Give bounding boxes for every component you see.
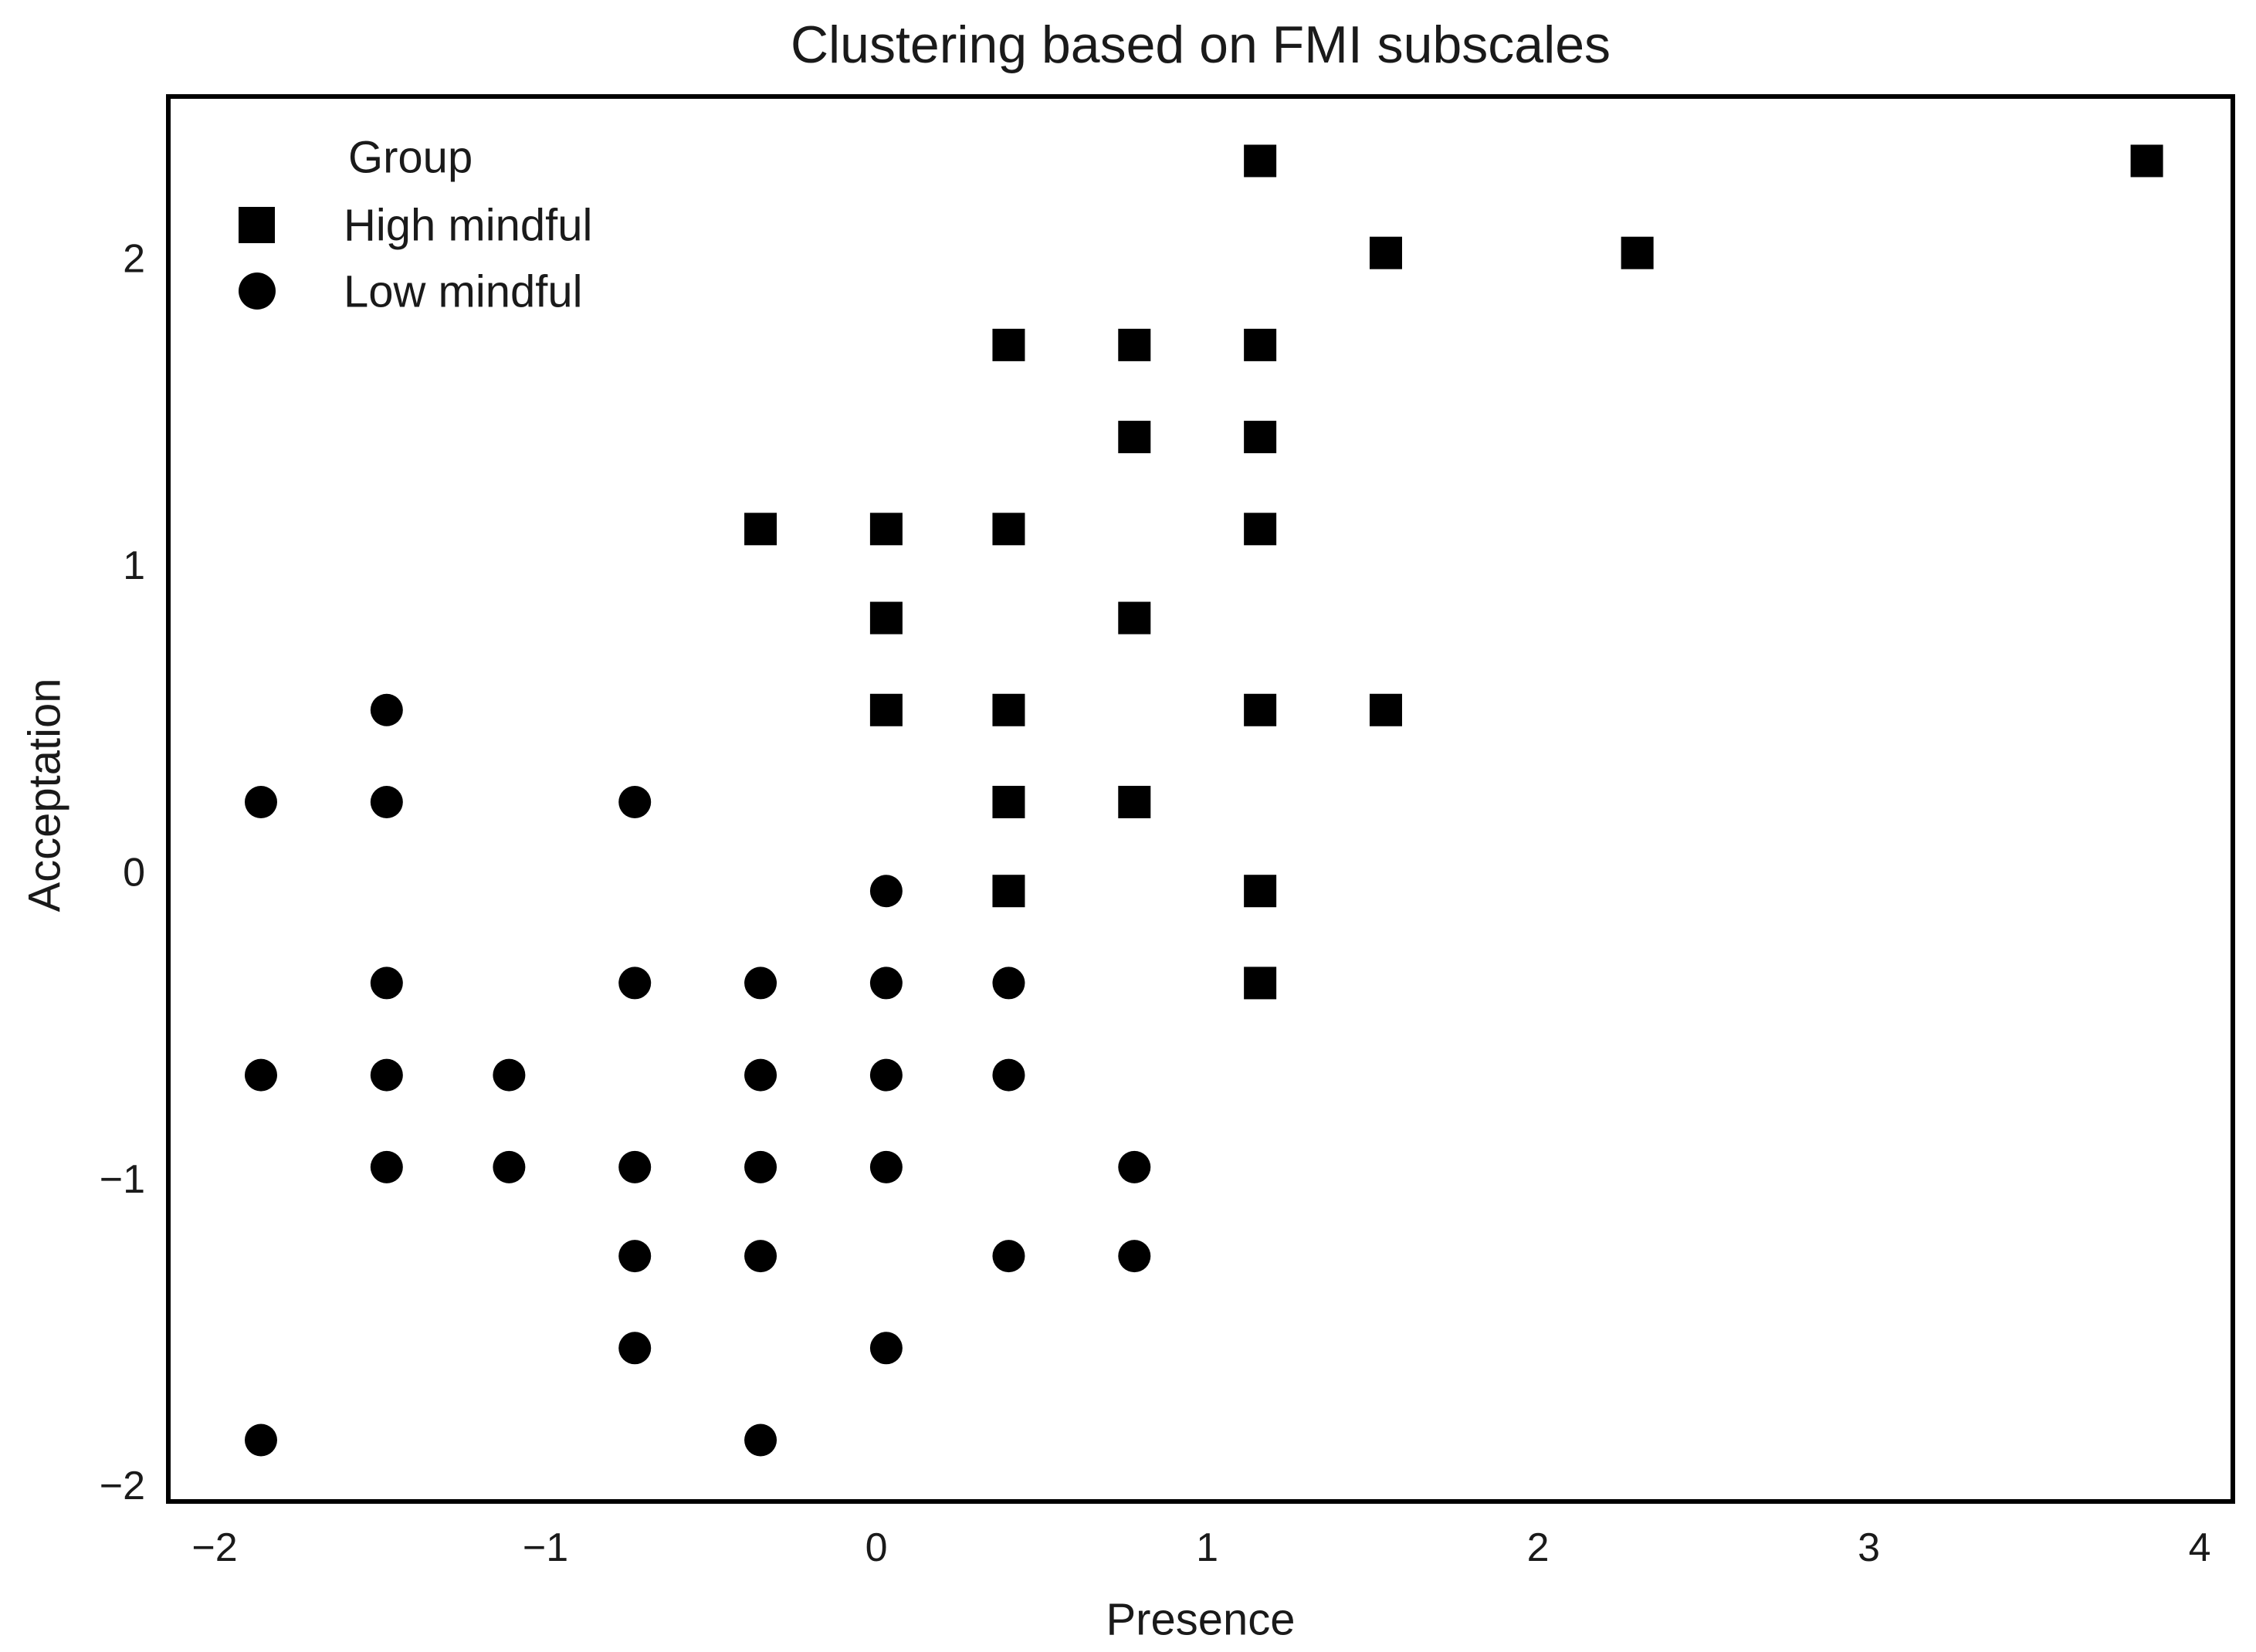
point-low-mindful xyxy=(244,1058,277,1092)
point-low-mindful xyxy=(493,1150,526,1183)
point-high-mindful xyxy=(1118,328,1151,361)
y-tick--2: −2 xyxy=(100,1464,145,1508)
legend-circle-icon xyxy=(239,273,276,310)
x-tick-2: 2 xyxy=(1527,1525,1550,1570)
x-tick--2: −2 xyxy=(191,1525,237,1570)
y-axis-label: Acceptation xyxy=(20,678,70,912)
point-high-mindful xyxy=(992,328,1025,361)
point-low-mindful xyxy=(744,1240,777,1273)
y-tick-2: 2 xyxy=(123,237,145,282)
point-high-mindful xyxy=(1244,328,1277,361)
point-high-mindful xyxy=(992,875,1025,908)
point-low-mindful xyxy=(370,785,403,818)
legend-title: Group xyxy=(348,133,473,183)
point-high-mindful xyxy=(1244,693,1277,726)
point-high-mindful xyxy=(869,693,903,726)
point-high-mindful xyxy=(992,693,1025,726)
point-low-mindful xyxy=(992,1058,1025,1092)
point-high-mindful xyxy=(1369,236,1402,269)
point-low-mindful xyxy=(618,1332,652,1365)
point-low-mindful xyxy=(744,1150,777,1183)
x-tick--1: −1 xyxy=(523,1525,568,1570)
legend-label-high-mindful: High mindful xyxy=(344,201,592,251)
point-high-mindful xyxy=(2130,144,2163,178)
point-high-mindful xyxy=(744,513,777,546)
y-tick-1: 1 xyxy=(123,543,145,588)
point-high-mindful xyxy=(1244,966,1277,1000)
point-low-mindful xyxy=(992,966,1025,1000)
point-high-mindful xyxy=(1621,236,1654,269)
point-high-mindful xyxy=(1118,785,1151,818)
point-low-mindful xyxy=(370,966,403,1000)
legend: Group High mindful Low mindful xyxy=(239,133,592,317)
point-low-mindful xyxy=(869,966,903,1000)
point-high-mindful xyxy=(1244,421,1277,454)
point-low-mindful xyxy=(618,785,652,818)
point-high-mindful xyxy=(1118,421,1151,454)
point-high-mindful xyxy=(992,785,1025,818)
x-tick-labels: −2 −1 0 1 2 3 4 xyxy=(191,1525,2210,1570)
x-tick-4: 4 xyxy=(2189,1525,2211,1570)
point-low-mindful xyxy=(992,1240,1025,1273)
point-low-mindful xyxy=(1118,1240,1151,1273)
point-high-mindful xyxy=(1244,513,1277,546)
point-low-mindful xyxy=(493,1058,526,1092)
point-low-mindful xyxy=(618,966,652,1000)
point-low-mindful xyxy=(618,1150,652,1183)
point-low-mindful xyxy=(244,785,277,818)
point-high-mindful xyxy=(1244,144,1277,178)
point-high-mindful xyxy=(1244,875,1277,908)
x-tick-3: 3 xyxy=(1858,1525,1880,1570)
y-tick--1: −1 xyxy=(100,1157,145,1202)
point-low-mindful xyxy=(744,1058,777,1092)
point-low-mindful xyxy=(370,1150,403,1183)
point-low-mindful xyxy=(1118,1150,1151,1183)
x-tick-1: 1 xyxy=(1196,1525,1218,1570)
point-low-mindful xyxy=(244,1423,277,1457)
legend-square-icon xyxy=(239,207,275,243)
point-low-mindful xyxy=(869,1058,903,1092)
point-high-mindful xyxy=(869,513,903,546)
data-points xyxy=(244,144,2163,1457)
point-low-mindful xyxy=(370,1058,403,1092)
x-axis-label: Presence xyxy=(1106,1595,1295,1645)
point-low-mindful xyxy=(869,875,903,908)
point-low-mindful xyxy=(744,966,777,1000)
y-tick-0: 0 xyxy=(123,850,145,895)
point-high-mindful xyxy=(992,513,1025,546)
point-low-mindful xyxy=(370,693,403,726)
point-low-mindful xyxy=(869,1150,903,1183)
y-tick-labels: −2 −1 0 1 2 xyxy=(100,237,145,1509)
legend-label-low-mindful: Low mindful xyxy=(344,267,582,317)
point-high-mindful xyxy=(869,601,903,635)
x-tick-0: 0 xyxy=(865,1525,888,1570)
point-high-mindful xyxy=(1118,601,1151,635)
point-high-mindful xyxy=(1369,693,1402,726)
point-low-mindful xyxy=(869,1332,903,1365)
point-low-mindful xyxy=(744,1423,777,1457)
plot-area-border xyxy=(166,94,2235,1504)
point-low-mindful xyxy=(618,1240,652,1273)
chart-title: Clustering based on FMI subscales xyxy=(791,15,1611,74)
